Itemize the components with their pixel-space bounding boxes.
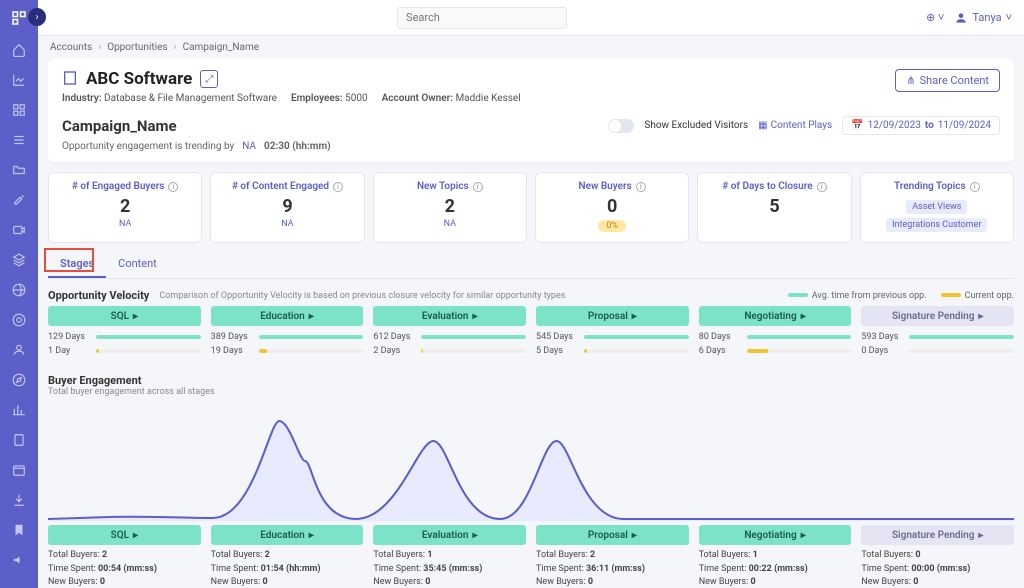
velocity-title: Opportunity Velocity [48,289,149,302]
compass-icon[interactable] [11,372,27,388]
chart-icon[interactable] [11,402,27,418]
velocity-stages: SQL ▸ 129 Days 1 Day Education ▸ 389 Day… [48,306,1014,360]
info-icon[interactable]: i [473,182,483,192]
bookmark-icon[interactable] [11,522,27,538]
engagement-stat: Total Buyers: 1Time Spent: 00:22 (mm:ss)… [699,549,852,588]
video-icon[interactable] [11,222,27,238]
engagement-chart [48,401,1014,521]
play-icon: ▦ [758,120,767,131]
velocity-subtitle: Comparison of Opportunity Velocity is ba… [159,291,565,301]
velocity-stage: Negotiating ▸ 80 Days 6 Days [699,306,852,360]
engagement-title: Buyer Engagement [48,374,1014,387]
engagement-stages: SQL ▸ Education ▸ Evaluation ▸ Proposal ▸ Ne… [48,525,1014,545]
stage-pill[interactable]: Proposal ▸ [536,306,689,326]
logo-icon [9,8,29,28]
info-icon[interactable]: i [817,182,827,192]
stage-pill[interactable]: Negotiating ▸ [699,525,852,545]
breadcrumb-current: Campaign_Name [183,42,260,53]
metric-card: # of Content Engaged i 9 NA [210,172,364,243]
stage-pill[interactable]: SQL ▸ [48,525,201,545]
info-icon[interactable]: i [168,182,178,192]
account-card: ABC Software ⤢ Industry: Database & File… [48,59,1014,162]
target-icon[interactable] [11,312,27,328]
tabs: Stages Content [48,251,1014,279]
tab-stages[interactable]: Stages [48,251,106,278]
grid-icon[interactable] [11,102,27,118]
expand-sidebar-btn[interactable]: › [28,8,46,26]
breadcrumb-accounts[interactable]: Accounts [50,42,92,53]
info-icon[interactable]: i [636,182,646,192]
campaign-name: Campaign_Name [62,117,177,135]
engagement-stat: Total Buyers: 2Time Spent: 00:54 (mm:ss)… [48,549,201,588]
info-icon[interactable]: i [970,182,980,192]
breadcrumb-opportunities[interactable]: Opportunities [107,42,167,53]
engagement-stat: Total Buyers: 0Time Spent: 00:00 (mm:ss)… [861,549,1014,588]
tools-icon[interactable] [11,192,27,208]
show-excluded-toggle[interactable] [608,119,634,133]
engagement-stat: Total Buyers: 2Time Spent: 01:54 (hh:mm)… [211,549,364,588]
stage-pill[interactable]: Signature Pending ▸ [861,306,1014,326]
tab-content[interactable]: Content [106,251,169,278]
velocity-stage: Education ▸ 389 Days 19 Days [211,306,364,360]
layers-icon[interactable] [11,252,27,268]
stage-pill[interactable]: SQL ▸ [48,306,201,326]
stage-pill[interactable]: Education ▸ [211,525,364,545]
doc-icon[interactable] [11,432,27,448]
home-icon[interactable] [11,42,27,58]
user-menu[interactable]: Tanya ˅ [954,11,1012,25]
velocity-stage: Signature Pending ▸ 593 Days 0 Days [861,306,1014,360]
breadcrumb: Accounts › Opportunities › Campaign_Name [38,36,1024,59]
topbar: ⊕ ˅ Tanya ˅ [38,0,1024,36]
stage-pill[interactable]: Evaluation ▸ [373,306,526,326]
external-link-icon[interactable]: ⤢ [200,70,218,88]
metric-card: New Topics i 2 NA [373,172,527,243]
analytics-icon[interactable] [11,72,27,88]
content-plays-link[interactable]: ▦ Content Plays [758,120,832,131]
velocity-stage: Proposal ▸ 545 Days 5 Days [536,306,689,360]
metrics-row: # of Engaged Buyers i 2 NA# of Content E… [48,172,1014,243]
search-box [397,7,567,29]
stage-pill[interactable]: Evaluation ▸ [373,525,526,545]
trending-topics: Trending Topics i Asset ViewsIntegration… [860,172,1014,243]
download-icon[interactable] [11,492,27,508]
velocity-stage: Evaluation ▸ 612 Days 2 Days [373,306,526,360]
calendar-icon: 📅 [851,120,863,131]
stage-pill[interactable]: Negotiating ▸ [699,306,852,326]
folder-icon[interactable] [11,162,27,178]
engagement-stat: Total Buyers: 1Time Spent: 35:45 (mm:ss)… [373,549,526,588]
search-input[interactable] [397,7,567,29]
stage-pill[interactable]: Education ▸ [211,306,364,326]
date-range-picker[interactable]: 📅 12/09/2023 to 11/09/2024 [842,116,1000,135]
info-icon[interactable]: i [333,182,343,192]
velocity-stage: SQL ▸ 129 Days 1 Day [48,306,201,360]
metric-card: # of Days to Closure i 5 [697,172,851,243]
globe-icon[interactable] [11,282,27,298]
globe-dropdown[interactable]: ⊕ ˅ [926,11,944,24]
stage-pill[interactable]: Proposal ▸ [536,525,689,545]
share-content-button[interactable]: ⋔ Share Content [895,69,1000,92]
stage-pill[interactable]: Signature Pending ▸ [861,525,1014,545]
list-icon[interactable] [11,132,27,148]
metric-card: New Buyers i 0 0% [535,172,689,243]
user-icon[interactable] [11,342,27,358]
share-icon: ⋔ [906,74,915,87]
sidebar [0,0,38,588]
engagement-subtitle: Total buyer engagement across all stages [48,387,1014,397]
calendar-icon[interactable] [11,462,27,478]
show-excluded-label: Show Excluded Visitors [644,120,748,131]
engagement-stats: Total Buyers: 2Time Spent: 00:54 (mm:ss)… [48,549,1014,588]
chevron-down-icon: ˅ [1006,11,1012,24]
metric-card: # of Engaged Buyers i 2 NA [48,172,202,243]
engagement-stat: Total Buyers: 2Time Spent: 36:11 (mm:ss)… [536,549,689,588]
building-icon [62,70,78,89]
user-name: Tanya [972,11,1001,24]
megaphone-icon[interactable] [11,552,27,568]
account-name: ABC Software [86,69,192,89]
